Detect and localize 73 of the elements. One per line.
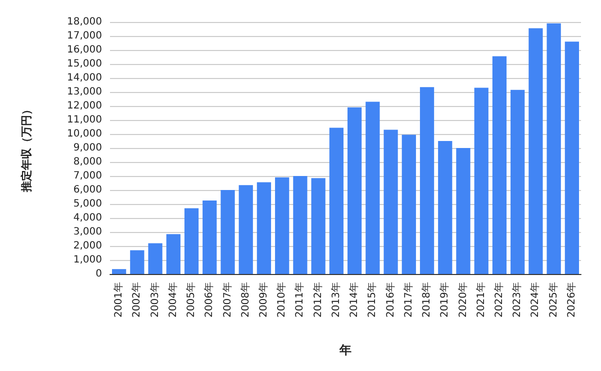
x-tick-label: 2022年 [492,282,505,318]
x-tick-label: 2012年 [312,282,324,318]
bar [130,250,144,274]
y-axis-title: 推定年収（万円） [20,104,33,193]
bar [420,87,434,274]
y-tick-label: 13,000 [67,86,102,98]
bar [148,243,162,274]
x-tick-label: 2019年 [438,282,451,318]
bar [564,42,580,274]
bar [474,88,488,274]
bar [166,234,180,274]
y-tick-label: 5,000 [73,198,102,210]
x-tick-label: 2021年 [474,282,487,318]
x-tick-label: 2011年 [294,282,306,318]
x-tick-label: 2002年 [130,282,143,318]
bar [220,190,235,274]
y-tick-label: 8,000 [73,156,102,168]
x-tick-label: 2003年 [148,282,161,318]
y-tick-label: 10,000 [67,128,102,140]
y-tick-label: 17,000 [67,30,102,42]
bar [202,200,217,274]
bar [528,28,543,274]
x-tick-label: 2024年 [529,282,542,318]
bar [256,182,272,274]
y-tick-label: 12,000 [67,100,102,112]
x-tick-label: 2010年 [276,282,288,318]
y-tick-label: 11,000 [67,114,102,126]
bar [510,90,525,274]
x-tick-label: 2017年 [402,282,414,318]
x-tick-label: 2018年 [420,282,433,318]
bar [184,208,199,274]
x-tick-label: 2008年 [239,282,252,318]
x-tick-label: 2026年 [565,282,578,318]
bar [112,269,126,274]
x-tick-label: 2006年 [203,282,216,318]
x-tick-label: 2014年 [348,282,360,318]
bar [546,23,561,274]
bar [238,185,253,274]
y-tick-label: 18,000 [67,16,102,28]
y-tick-label: 6,000 [73,184,102,196]
x-tick-label: 2001年 [112,282,125,318]
bar [492,56,507,274]
y-tick-label: 16,000 [67,44,102,56]
y-tick-label: 1,000 [73,254,102,266]
bar [275,177,290,274]
bar [384,130,398,274]
bar [402,134,416,274]
x-tick-label: 2004年 [166,282,179,318]
x-tick-label: 2025年 [547,282,560,318]
x-tick-label: 2005年 [185,282,198,318]
bar [366,102,380,274]
x-tick-label: 2023年 [511,282,524,318]
x-tick-label: 2020年 [456,282,469,318]
y-tick-label: 4,000 [73,212,102,224]
y-tick-label: 15,000 [67,58,102,70]
x-axis-title: 年 [338,343,352,357]
bar [347,107,362,274]
x-tick-label: 2016年 [384,282,396,318]
y-tick-label: 14,000 [67,72,102,84]
x-tick-label: 2009年 [257,282,270,318]
x-tick-label: 2013年 [330,282,342,318]
y-tick-label: 9,000 [73,142,102,154]
y-tick-label: 2,000 [73,240,102,252]
y-tick-label: 0 [96,268,102,280]
bar [456,148,470,274]
x-tick-label: 2007年 [221,282,234,318]
y-tick-label: 7,000 [73,170,102,182]
bar [311,178,326,274]
bar [438,141,452,274]
x-tick-label: 2015年 [366,282,378,318]
bar [293,176,308,274]
bar [329,128,344,274]
y-tick-label: 3,000 [73,226,102,238]
